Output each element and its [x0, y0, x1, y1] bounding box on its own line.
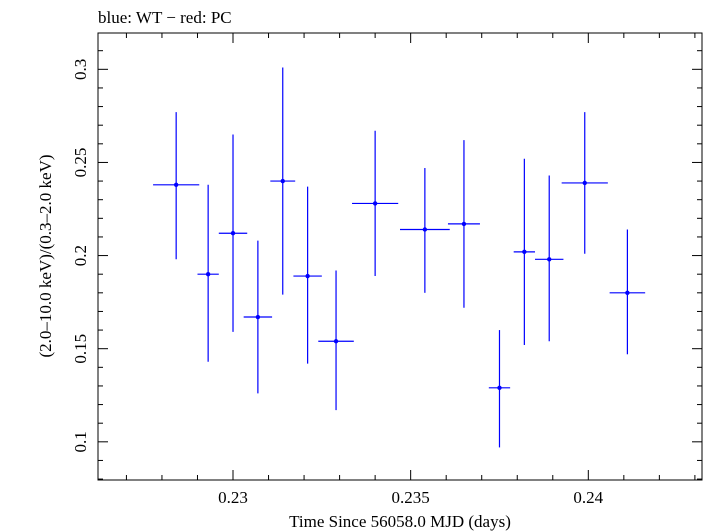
- plot-frame: [97, 32, 703, 481]
- x-tick-label: 0.235: [392, 488, 430, 507]
- y-tick-label: 0.3: [71, 59, 90, 80]
- data-point: [318, 270, 354, 411]
- y-tick-label: 0.25: [71, 148, 90, 178]
- x-tick-label: 0.24: [573, 488, 603, 507]
- data-point: [513, 158, 536, 345]
- point-marker: [280, 178, 285, 184]
- x-axis-ticks: 0.23 0.235 0.24: [125, 33, 696, 507]
- data-point: [243, 240, 273, 394]
- point-marker: [305, 273, 310, 279]
- data-point: [488, 330, 511, 448]
- data-point: [270, 67, 296, 295]
- point-marker: [205, 271, 211, 277]
- point-marker: [522, 249, 527, 255]
- y-tick-label: 0.15: [71, 334, 90, 364]
- y-axis-ticks: 0.1 0.15 0.2 0.25 0.3: [71, 50, 702, 480]
- point-marker: [230, 231, 236, 236]
- point-marker: [333, 339, 339, 344]
- data-point: [447, 140, 480, 308]
- data-point: [561, 112, 608, 254]
- data-points: [153, 67, 646, 448]
- point-marker: [625, 290, 630, 296]
- point-marker: [422, 227, 428, 232]
- data-point: [153, 112, 200, 260]
- point-marker: [547, 257, 552, 262]
- chart-title: blue: WT − red: PC: [98, 8, 232, 27]
- y-tick-label: 0.2: [71, 245, 90, 266]
- point-marker: [497, 385, 502, 391]
- data-point: [293, 186, 322, 364]
- point-marker: [173, 182, 179, 187]
- data-point: [400, 168, 450, 293]
- data-point: [535, 175, 564, 342]
- data-point: [218, 134, 248, 332]
- data-point: [609, 229, 646, 355]
- point-marker: [372, 201, 378, 206]
- x-axis-label: Time Since 56058.0 MJD (days): [289, 512, 511, 531]
- data-point: [352, 130, 399, 277]
- data-point: [197, 184, 219, 362]
- point-marker: [461, 221, 467, 227]
- y-axis-label: (2.0–10.0 keV)/(0.3–2.0 keV): [36, 154, 55, 357]
- x-tick-label: 0.23: [218, 488, 248, 507]
- point-marker: [255, 314, 261, 320]
- y-tick-label: 0.1: [71, 431, 90, 452]
- point-marker: [582, 180, 587, 186]
